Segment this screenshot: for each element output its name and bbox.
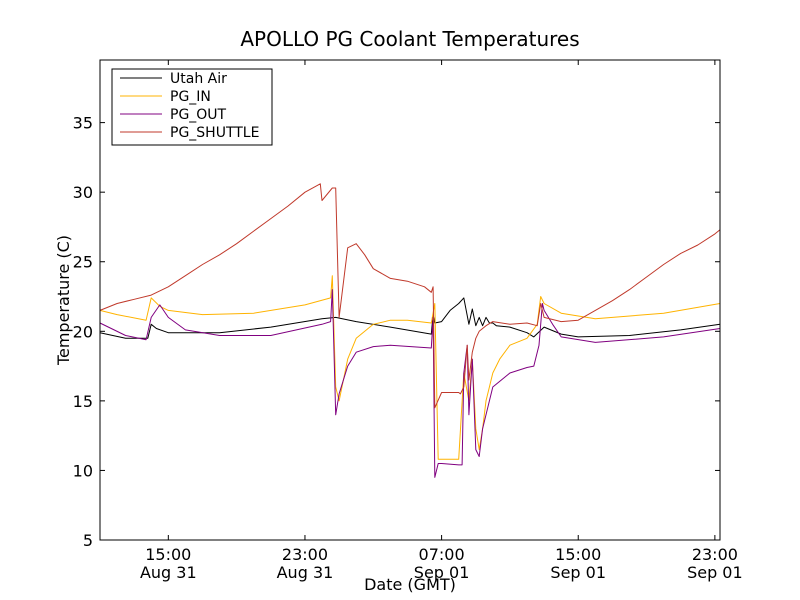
legend-label-pg-in: PG_IN — [170, 89, 211, 105]
y-tick-label: 15 — [73, 392, 93, 411]
legend-label-pg-shuttle: PG_SHUTTLE — [170, 125, 259, 141]
x-tick-label-time: 23:00 — [692, 545, 738, 564]
series-line-pg-in — [99, 275, 721, 460]
x-axis-label: Date (GMT) — [364, 575, 456, 594]
y-tick-label: 20 — [73, 322, 93, 341]
y-axis-label: Temperature (C) — [54, 235, 73, 366]
y-tick-label: 5 — [83, 531, 93, 550]
x-tick-label-time: 23:00 — [282, 545, 328, 564]
chart-title: APOLLO PG Coolant Temperatures — [240, 27, 579, 51]
y-axis: 5 10 15 20 25 30 35 — [73, 114, 720, 550]
y-tick-label: 30 — [73, 183, 93, 202]
x-tick-label-time: 15:00 — [145, 545, 191, 564]
y-tick-label: 10 — [73, 461, 93, 480]
legend-label-pg-out: PG_OUT — [170, 107, 227, 123]
x-tick-label-time: 07:00 — [419, 545, 465, 564]
x-tick-label-date: Sep 01 — [687, 563, 743, 582]
plot-frame — [99, 59, 721, 541]
x-tick-label-date: Sep 01 — [414, 563, 470, 582]
series-line-pg-shuttle — [99, 183, 721, 409]
y-tick-label: 25 — [73, 253, 93, 272]
x-tick-label-date: Sep 01 — [550, 563, 606, 582]
legend: Utah Air PG_IN PG_OUT PG_SHUTTLE — [111, 68, 273, 146]
series-line-pg-out — [99, 289, 721, 478]
x-tick-label-date: Aug 31 — [277, 563, 334, 582]
series-line-utah-air — [99, 297, 721, 339]
y-tick-label: 35 — [73, 114, 93, 133]
series-layer — [99, 183, 721, 478]
x-tick-label-time: 15:00 — [555, 545, 601, 564]
x-tick-label-date: Aug 31 — [140, 563, 197, 582]
legend-label-utah-air: Utah Air — [170, 71, 227, 87]
